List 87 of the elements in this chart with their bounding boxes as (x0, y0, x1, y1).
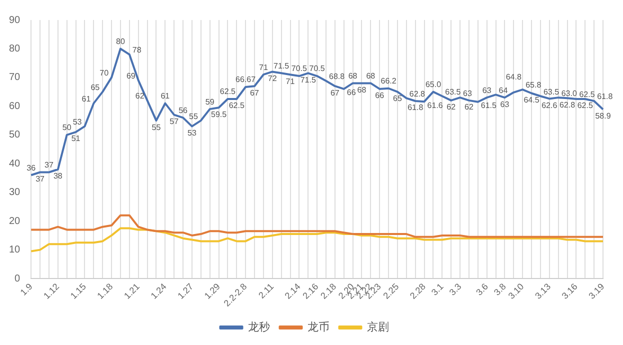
data-label: 68 (366, 71, 376, 80)
x-tick-label: 3.8 (492, 281, 508, 298)
data-label: 55 (188, 112, 198, 121)
x-tick-label: 2.11 (256, 281, 276, 300)
data-label: 62.8 (559, 100, 576, 110)
data-label: 80 (116, 36, 126, 46)
y-tick-label: 10 (9, 244, 21, 256)
legend-label: 龙秒 (248, 320, 270, 334)
data-label: 71.5 (274, 61, 290, 70)
y-tick-label: 60 (9, 100, 21, 112)
data-label: 65 (393, 94, 402, 104)
data-label: 63 (463, 88, 472, 98)
data-label: 59.5 (210, 110, 228, 119)
legend-label: 龙币 (307, 320, 330, 334)
data-label: 61.8 (408, 103, 424, 112)
y-tick-label: 20 (9, 216, 21, 227)
data-label: 72 (268, 74, 278, 83)
x-tick-label: 3.3 (447, 281, 464, 298)
data-label: 51 (71, 134, 81, 144)
data-label: 68 (348, 71, 358, 80)
data-label: 67 (330, 88, 340, 98)
y-tick-label: 80 (9, 43, 21, 54)
y-tick-label: 0 (14, 273, 21, 284)
data-label: 62.5 (220, 87, 236, 96)
data-label: 61.8 (597, 92, 614, 102)
data-label: 70.5 (309, 64, 326, 74)
data-label: 61.5 (480, 101, 498, 110)
data-label: 56 (178, 106, 188, 115)
data-label: 65.0 (425, 80, 442, 90)
data-label: 62.5 (577, 101, 594, 110)
data-label: 62 (446, 102, 456, 112)
data-label: 62.5 (228, 101, 245, 110)
legend-label: 京剧 (366, 320, 389, 334)
data-label: 59 (205, 97, 215, 106)
y-tick-label: 50 (9, 130, 21, 141)
data-label: 62.8 (409, 89, 426, 98)
data-label: 71.5 (300, 75, 316, 84)
data-label: 66 (375, 91, 385, 100)
data-label: 71 (258, 62, 268, 72)
data-label: 63.0 (561, 88, 578, 98)
data-label: 70 (100, 68, 110, 78)
data-label: 63.5 (445, 87, 462, 96)
data-label: 65 (90, 83, 100, 92)
data-label: 65.8 (526, 80, 542, 90)
data-label: 50 (62, 123, 72, 132)
data-label: 36 (26, 163, 36, 172)
data-label: 62 (135, 92, 145, 101)
data-label: 66.2 (380, 76, 397, 86)
x-tick-label: 3.1 (429, 281, 446, 298)
data-label: 53 (72, 117, 82, 126)
data-label: 61 (160, 92, 170, 101)
data-label: 66.67 (236, 75, 256, 84)
data-label: 78 (132, 46, 142, 55)
data-label: 64.5 (524, 95, 540, 104)
data-label: 71 (286, 76, 296, 86)
data-label: 58.9 (595, 112, 612, 121)
data-label: 55 (152, 122, 162, 132)
data-label: 37 (36, 174, 46, 184)
data-label: 68.8 (328, 72, 346, 82)
data-label: 57 (170, 117, 180, 126)
x-tick-label: 3.19 (586, 281, 606, 301)
data-label: 61 (82, 94, 92, 104)
x-tick-label: 3.13 (533, 281, 553, 301)
x-tick-label: 1.21 (122, 281, 142, 301)
data-label: 64 (498, 86, 508, 95)
y-tick-label: 30 (9, 187, 21, 198)
data-label: 63 (500, 100, 510, 109)
data-label: 62.5 (579, 90, 596, 100)
y-tick-label: 90 (9, 14, 21, 26)
data-label: 61.6 (427, 100, 444, 110)
data-label: 68 (357, 85, 367, 94)
data-label: 37 (44, 160, 54, 170)
data-label: 67 (250, 88, 260, 98)
y-tick-label: 70 (9, 72, 21, 84)
data-label: 62.6 (542, 100, 558, 110)
x-tick-label: 1.9 (18, 281, 34, 298)
data-label: 64.8 (506, 72, 522, 82)
data-label: 69 (126, 72, 136, 81)
data-label: 70.5 (291, 64, 308, 74)
data-label: 62 (464, 102, 474, 112)
data-label: 38 (53, 172, 63, 181)
data-label: 63.5 (543, 87, 560, 96)
data-label: 63 (482, 86, 492, 95)
data-label: 53 (188, 128, 197, 138)
y-tick-label: 40 (9, 158, 21, 170)
x-tick-label: 3.6 (474, 281, 490, 298)
data-label: 66 (346, 88, 356, 98)
